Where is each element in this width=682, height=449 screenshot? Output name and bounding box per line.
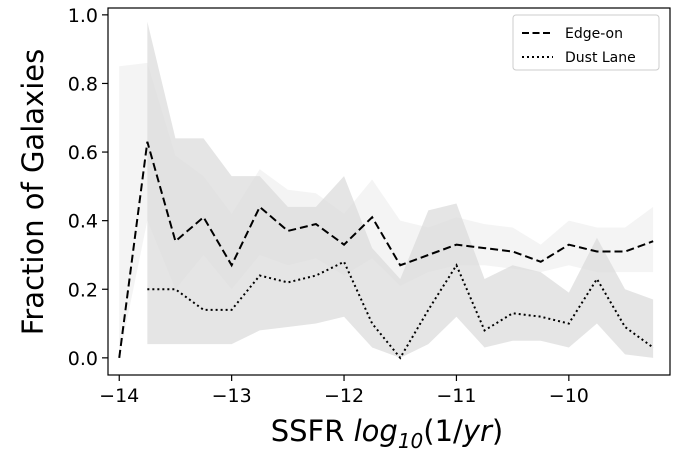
y-tick-label: 0.8: [68, 73, 98, 95]
y-tick-label: 1.0: [68, 5, 98, 27]
legend-label-dust-lane: Dust Lane: [565, 50, 636, 66]
x-tick-label: −13: [212, 385, 252, 407]
x-axis-label: SSFR log10(1/yr): [271, 414, 504, 449]
y-tick-label: 0.4: [68, 211, 98, 233]
x-tick-label: −11: [436, 385, 476, 407]
series-lines: [118, 141, 654, 360]
band-edge-on: [119, 62, 654, 358]
legend-label-edge-on: Edge-on: [565, 26, 623, 42]
legend-box: [512, 14, 660, 71]
x-axis-ticks: −14 −13 −12 −11 −10: [99, 375, 589, 407]
y-tick-label: 0.0: [68, 348, 98, 370]
series-line-edge-on: [118, 141, 654, 358]
x-tick-label: −10: [549, 385, 589, 407]
legend: Edge-on Dust Lane: [512, 14, 660, 71]
confidence-bands: [119, 21, 654, 358]
x-tick-label: −12: [324, 385, 364, 407]
y-tick-label: 0.6: [68, 142, 98, 164]
y-tick-label: 0.2: [68, 279, 98, 301]
y-axis-label: Fraction of Galaxies: [16, 49, 50, 335]
band-dust-lane: [147, 21, 654, 358]
y-axis-ticks: 0.0 0.2 0.4 0.6 0.8 1.0: [68, 5, 108, 370]
x-tick-label: −14: [99, 385, 139, 407]
plot-frame: [107, 7, 671, 376]
